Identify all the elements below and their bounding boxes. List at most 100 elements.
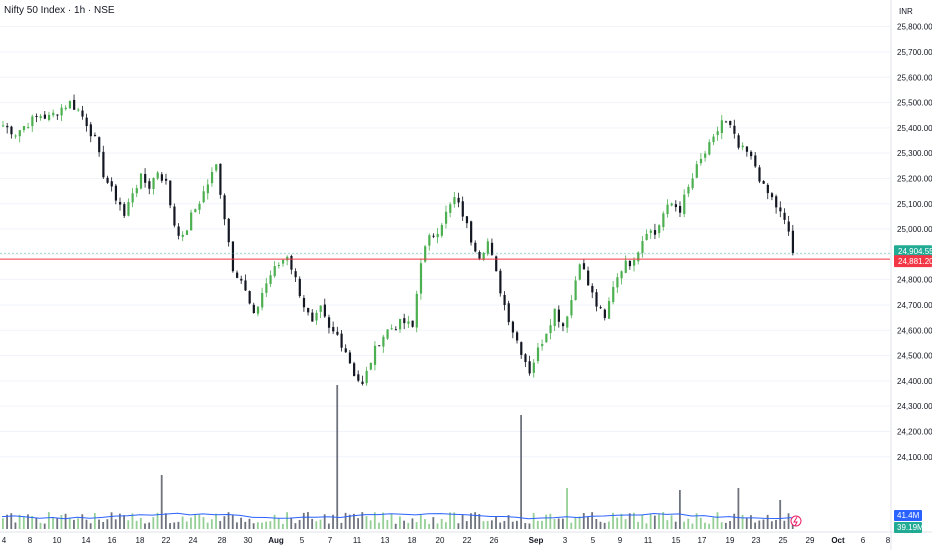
candle-down: [766, 183, 769, 200]
volume-bar-up: [190, 517, 192, 529]
candle-up: [436, 228, 439, 244]
candle-body: [499, 270, 502, 294]
volume-bar-down: [432, 517, 435, 529]
x-tick-label: 20: [436, 536, 445, 545]
volume-bar-down: [240, 517, 242, 529]
candle-body: [110, 181, 113, 187]
volume-bar-down: [160, 475, 163, 529]
volume-bar-down: [89, 523, 92, 529]
candle-body: [89, 124, 92, 137]
x-tick-label: Oct: [831, 536, 845, 545]
candle-up: [666, 199, 669, 218]
candle-down: [327, 314, 331, 334]
candle-down: [144, 168, 147, 188]
volume-bar-down: [102, 521, 105, 529]
candle-up: [60, 104, 63, 122]
volume-bar-down: [628, 513, 631, 529]
candle-body: [22, 126, 26, 131]
candle-up: [181, 231, 184, 242]
candle-up: [194, 208, 197, 213]
volume-bar-down: [779, 500, 782, 529]
candle-body: [595, 292, 598, 307]
volume-bar-up: [545, 514, 548, 529]
y-tick-label: 24,700.00: [897, 301, 932, 310]
volume-bar-up: [77, 518, 80, 529]
candle-body: [256, 306, 260, 314]
candle-up: [365, 366, 368, 386]
x-tick-label: 14: [82, 536, 91, 545]
candle-body: [302, 297, 306, 308]
volume-bar-down: [474, 512, 477, 529]
candle-body: [474, 242, 477, 252]
candle-down: [110, 177, 113, 192]
y-tick-label: 25,200.00: [897, 174, 932, 183]
candle-body: [733, 125, 736, 134]
candle-body: [683, 194, 686, 215]
volume-bar-up: [453, 512, 456, 529]
volume-bar-down: [110, 512, 113, 529]
x-tick-label: 3: [563, 536, 568, 545]
volume-bar-up: [202, 517, 205, 529]
volume-bar-up: [378, 522, 380, 529]
candle-up: [261, 287, 264, 311]
candle-body: [68, 100, 72, 109]
volume-bar-down: [119, 513, 121, 529]
candle-body: [482, 252, 485, 260]
candle-up: [716, 126, 719, 141]
candle-up: [256, 306, 260, 317]
candle-up: [14, 134, 17, 139]
candle-down: [173, 203, 176, 228]
volume-bar-up: [198, 514, 201, 529]
candle-body: [369, 362, 372, 370]
candle-body: [695, 164, 698, 178]
candle-body: [60, 107, 63, 116]
volume-bar-down: [470, 513, 472, 529]
volume-bar-down: [528, 523, 531, 529]
candle-body: [231, 241, 235, 272]
badge-background: [894, 245, 932, 258]
candle-down: [361, 375, 364, 386]
candle-down: [754, 152, 757, 168]
volume-bar-up: [570, 522, 573, 529]
candle-body: [536, 347, 540, 362]
x-tick-label: 8: [28, 536, 33, 545]
candle-body: [252, 304, 255, 313]
volume-bar-up: [666, 520, 669, 529]
candle-up: [382, 334, 385, 353]
candle-body: [240, 278, 243, 281]
volume-bar-down: [787, 513, 790, 529]
candle-body: [173, 206, 176, 226]
candle-down: [557, 305, 560, 328]
x-tick-label: 16: [108, 536, 117, 545]
volume-bar-up: [277, 518, 280, 529]
x-tick-label: 15: [672, 536, 681, 545]
candle-up: [2, 120, 5, 127]
candle-up: [662, 211, 665, 231]
candle-body: [114, 185, 118, 201]
candle-body: [298, 278, 301, 297]
candle-up: [152, 177, 155, 195]
price-lines: [0, 252, 890, 260]
volume-bar-down: [603, 522, 606, 529]
candle-up: [64, 105, 67, 111]
candle-body: [612, 287, 615, 303]
volume-bar-down: [223, 516, 226, 529]
candle-up: [683, 189, 686, 218]
candle-body: [465, 216, 469, 224]
candle-up: [77, 107, 80, 112]
candle-down: [73, 94, 76, 110]
candle-body: [787, 221, 790, 232]
candle-body: [699, 158, 703, 164]
candle-up: [720, 115, 723, 140]
x-tick-label: 30: [244, 536, 253, 545]
candle-body: [378, 345, 381, 347]
candle-up: [210, 167, 214, 187]
candle-up: [315, 310, 318, 325]
volume-bar-up: [273, 514, 276, 529]
candle-body: [729, 120, 732, 125]
volume-bar-down: [503, 520, 506, 529]
y-tick-label: 24,800.00: [897, 276, 932, 285]
candle-body: [373, 345, 377, 365]
